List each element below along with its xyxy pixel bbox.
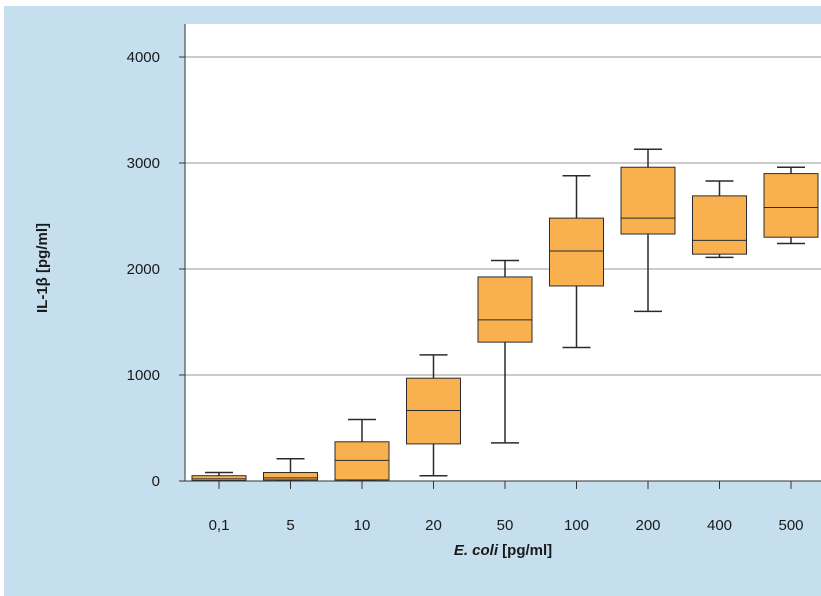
x-tick-label: 500 bbox=[778, 517, 803, 534]
x-tick-label: 5 bbox=[286, 517, 294, 534]
box-100 bbox=[549, 174, 604, 349]
box-500 bbox=[763, 166, 819, 245]
x-axis-title-organism: E. coli bbox=[454, 542, 499, 559]
iqr-box bbox=[692, 195, 747, 255]
axes: 0 1000 2000 3000 4000 0,1 5 10 20 50 100 200 400 500 bbox=[127, 24, 821, 534]
x-tick-label: 400 bbox=[707, 517, 732, 534]
box-20 bbox=[406, 354, 461, 477]
iqr-box bbox=[763, 173, 819, 238]
x-tick-label: 10 bbox=[354, 517, 371, 534]
x-tick-label: 50 bbox=[497, 517, 514, 534]
box-10 bbox=[334, 418, 390, 481]
x-tick-label: 100 bbox=[564, 517, 589, 534]
box-5 bbox=[263, 457, 318, 481]
x-tick-label: 20 bbox=[425, 517, 442, 534]
box-50 bbox=[477, 259, 533, 444]
y-axis-title: IL-1β [pg/ml] bbox=[34, 223, 51, 313]
y-tick-label: 4000 bbox=[127, 49, 160, 66]
iqr-box bbox=[620, 166, 676, 235]
iqr-box bbox=[406, 377, 461, 445]
gridlines bbox=[185, 56, 821, 376]
box-0,1 bbox=[191, 471, 247, 482]
iqr-box bbox=[191, 475, 247, 481]
iqr-box bbox=[477, 276, 533, 343]
box-series bbox=[191, 148, 819, 482]
iqr-box bbox=[263, 472, 318, 481]
y-tick-label: 3000 bbox=[127, 155, 160, 172]
y-tick-label: 1000 bbox=[127, 367, 160, 384]
x-tick-label: 200 bbox=[635, 517, 660, 534]
x-axis-title-unit: [pg/ml] bbox=[498, 542, 552, 559]
chart-frame: 0 1000 2000 3000 4000 0,1 5 10 20 50 100 200 400 500 … bbox=[4, 6, 821, 596]
iqr-box bbox=[334, 441, 390, 481]
y-tick-label: 0 bbox=[152, 473, 160, 490]
y-tick-label: 2000 bbox=[127, 261, 160, 278]
x-axis-title: E. coli [pg/ml] bbox=[454, 542, 552, 559]
box-200 bbox=[620, 148, 676, 313]
iqr-box bbox=[549, 217, 604, 287]
box-400 bbox=[692, 180, 747, 259]
x-tick-label: 0,1 bbox=[209, 517, 230, 534]
